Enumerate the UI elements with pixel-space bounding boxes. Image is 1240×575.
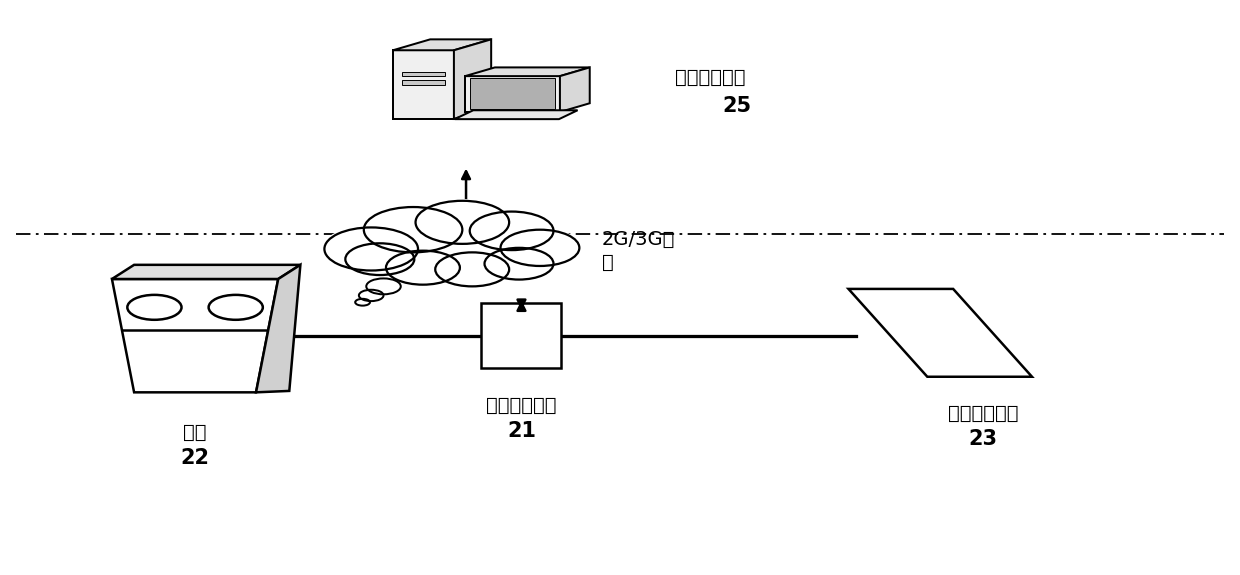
Circle shape	[482, 247, 556, 281]
Polygon shape	[393, 50, 454, 119]
Polygon shape	[470, 78, 556, 109]
Polygon shape	[402, 72, 445, 76]
Circle shape	[384, 250, 461, 286]
Polygon shape	[465, 67, 590, 76]
Circle shape	[434, 251, 511, 288]
Text: 数据远传设备: 数据远传设备	[949, 404, 1018, 423]
Text: 电源控制装置: 电源控制装置	[486, 396, 557, 415]
Polygon shape	[848, 289, 1032, 377]
Polygon shape	[481, 303, 562, 368]
Text: 远程控制装置: 远程控制装置	[676, 68, 746, 87]
Circle shape	[467, 210, 556, 251]
Circle shape	[498, 229, 582, 267]
Polygon shape	[255, 265, 300, 392]
Text: 23: 23	[968, 429, 998, 449]
Circle shape	[413, 200, 511, 245]
Polygon shape	[455, 110, 578, 119]
Polygon shape	[454, 39, 491, 119]
Circle shape	[358, 290, 383, 301]
Text: 2G/3G网: 2G/3G网	[601, 230, 675, 249]
Text: 25: 25	[723, 96, 751, 116]
Circle shape	[355, 299, 370, 306]
Text: 21: 21	[507, 420, 536, 440]
Polygon shape	[402, 81, 445, 85]
Polygon shape	[465, 76, 560, 112]
Text: 络: 络	[601, 252, 614, 271]
Polygon shape	[112, 279, 278, 392]
Circle shape	[343, 243, 417, 276]
Polygon shape	[393, 39, 491, 50]
Circle shape	[322, 227, 420, 271]
Polygon shape	[112, 265, 300, 279]
Circle shape	[361, 206, 465, 254]
Text: 22: 22	[181, 447, 210, 467]
Polygon shape	[560, 67, 590, 112]
Circle shape	[366, 278, 401, 294]
Text: 电源: 电源	[184, 423, 207, 442]
